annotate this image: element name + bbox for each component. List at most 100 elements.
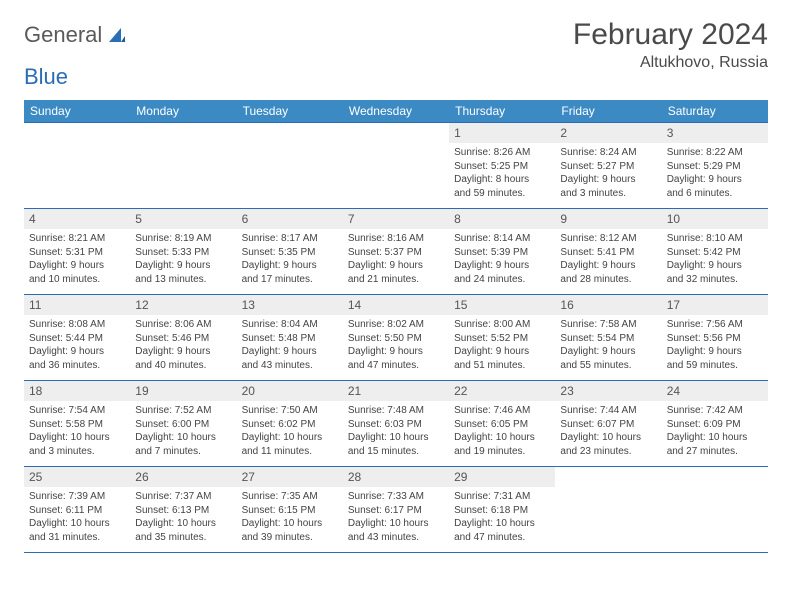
day-number: 9 — [555, 209, 661, 229]
day-details: Sunrise: 7:46 AMSunset: 6:05 PMDaylight:… — [449, 401, 555, 466]
day-details: Sunrise: 7:58 AMSunset: 5:54 PMDaylight:… — [555, 315, 661, 380]
sunset-text: Sunset: 6:05 PM — [454, 418, 550, 432]
sunrise-text: Sunrise: 7:50 AM — [242, 404, 338, 418]
sunrise-text: Sunrise: 8:22 AM — [667, 146, 763, 160]
day-number: 11 — [24, 295, 130, 315]
sunrise-text: Sunrise: 7:31 AM — [454, 490, 550, 504]
daylight-text: and 35 minutes. — [135, 531, 231, 545]
day-number: 13 — [237, 295, 343, 315]
daylight-text: and 43 minutes. — [348, 531, 444, 545]
day-number: 27 — [237, 467, 343, 487]
day-details: Sunrise: 7:52 AMSunset: 6:00 PMDaylight:… — [130, 401, 236, 466]
day-cell: 28Sunrise: 7:33 AMSunset: 6:17 PMDayligh… — [343, 467, 449, 553]
day-cell: 20Sunrise: 7:50 AMSunset: 6:02 PMDayligh… — [237, 381, 343, 467]
day-details: Sunrise: 8:06 AMSunset: 5:46 PMDaylight:… — [130, 315, 236, 380]
sunrise-text: Sunrise: 7:56 AM — [667, 318, 763, 332]
week-row: ........1Sunrise: 8:26 AMSunset: 5:25 PM… — [24, 123, 768, 209]
sunset-text: Sunset: 5:42 PM — [667, 246, 763, 260]
sunrise-text: Sunrise: 8:17 AM — [242, 232, 338, 246]
week-row: 4Sunrise: 8:21 AMSunset: 5:31 PMDaylight… — [24, 209, 768, 295]
day-number: 8 — [449, 209, 555, 229]
daylight-text: and 7 minutes. — [135, 445, 231, 459]
day-header-row: Sunday Monday Tuesday Wednesday Thursday… — [24, 100, 768, 123]
sunset-text: Sunset: 5:46 PM — [135, 332, 231, 346]
sunrise-text: Sunrise: 7:39 AM — [29, 490, 125, 504]
day-cell: 11Sunrise: 8:08 AMSunset: 5:44 PMDayligh… — [24, 295, 130, 381]
day-number: 29 — [449, 467, 555, 487]
day-details: Sunrise: 7:48 AMSunset: 6:03 PMDaylight:… — [343, 401, 449, 466]
day-details: Sunrise: 7:50 AMSunset: 6:02 PMDaylight:… — [237, 401, 343, 466]
day-cell: 6Sunrise: 8:17 AMSunset: 5:35 PMDaylight… — [237, 209, 343, 295]
daylight-text: and 36 minutes. — [29, 359, 125, 373]
daylight-text: and 39 minutes. — [242, 531, 338, 545]
sunset-text: Sunset: 6:03 PM — [348, 418, 444, 432]
dayhead-fri: Friday — [555, 100, 661, 123]
day-cell: 4Sunrise: 8:21 AMSunset: 5:31 PMDaylight… — [24, 209, 130, 295]
day-cell: 8Sunrise: 8:14 AMSunset: 5:39 PMDaylight… — [449, 209, 555, 295]
sunset-text: Sunset: 5:37 PM — [348, 246, 444, 260]
brand-word2: Blue — [24, 64, 68, 90]
day-number: 6 — [237, 209, 343, 229]
daylight-text: Daylight: 9 hours — [560, 173, 656, 187]
sunrise-text: Sunrise: 7:58 AM — [560, 318, 656, 332]
week-row: 11Sunrise: 8:08 AMSunset: 5:44 PMDayligh… — [24, 295, 768, 381]
sunset-text: Sunset: 5:52 PM — [454, 332, 550, 346]
sunrise-text: Sunrise: 8:06 AM — [135, 318, 231, 332]
day-cell: 24Sunrise: 7:42 AMSunset: 6:09 PMDayligh… — [662, 381, 768, 467]
sunset-text: Sunset: 5:56 PM — [667, 332, 763, 346]
sunrise-text: Sunrise: 7:48 AM — [348, 404, 444, 418]
daylight-text: Daylight: 9 hours — [454, 345, 550, 359]
day-number: 21 — [343, 381, 449, 401]
day-cell: 19Sunrise: 7:52 AMSunset: 6:00 PMDayligh… — [130, 381, 236, 467]
daylight-text: and 59 minutes. — [667, 359, 763, 373]
day-cell: 13Sunrise: 8:04 AMSunset: 5:48 PMDayligh… — [237, 295, 343, 381]
day-number: 14 — [343, 295, 449, 315]
sunrise-text: Sunrise: 7:33 AM — [348, 490, 444, 504]
day-details: Sunrise: 8:12 AMSunset: 5:41 PMDaylight:… — [555, 229, 661, 294]
day-number: 25 — [24, 467, 130, 487]
daylight-text: Daylight: 9 hours — [454, 259, 550, 273]
sunrise-text: Sunrise: 7:37 AM — [135, 490, 231, 504]
sunset-text: Sunset: 5:41 PM — [560, 246, 656, 260]
dayhead-wed: Wednesday — [343, 100, 449, 123]
daylight-text: Daylight: 8 hours — [454, 173, 550, 187]
sunrise-text: Sunrise: 8:24 AM — [560, 146, 656, 160]
daylight-text: Daylight: 10 hours — [348, 431, 444, 445]
day-number: 22 — [449, 381, 555, 401]
sunset-text: Sunset: 6:00 PM — [135, 418, 231, 432]
daylight-text: Daylight: 9 hours — [667, 259, 763, 273]
day-details: Sunrise: 8:19 AMSunset: 5:33 PMDaylight:… — [130, 229, 236, 294]
sunrise-text: Sunrise: 8:02 AM — [348, 318, 444, 332]
sunrise-text: Sunrise: 7:44 AM — [560, 404, 656, 418]
sunrise-text: Sunrise: 8:19 AM — [135, 232, 231, 246]
day-cell: 26Sunrise: 7:37 AMSunset: 6:13 PMDayligh… — [130, 467, 236, 553]
sunset-text: Sunset: 5:27 PM — [560, 160, 656, 174]
sunset-text: Sunset: 6:15 PM — [242, 504, 338, 518]
day-details: Sunrise: 7:31 AMSunset: 6:18 PMDaylight:… — [449, 487, 555, 552]
sunset-text: Sunset: 6:13 PM — [135, 504, 231, 518]
day-number: 26 — [130, 467, 236, 487]
daylight-text: Daylight: 9 hours — [135, 345, 231, 359]
sunset-text: Sunset: 5:25 PM — [454, 160, 550, 174]
day-cell: .. — [24, 123, 130, 209]
sunrise-text: Sunrise: 8:16 AM — [348, 232, 444, 246]
day-details: Sunrise: 7:56 AMSunset: 5:56 PMDaylight:… — [662, 315, 768, 380]
sunrise-text: Sunrise: 8:08 AM — [29, 318, 125, 332]
daylight-text: and 51 minutes. — [454, 359, 550, 373]
sunrise-text: Sunrise: 8:26 AM — [454, 146, 550, 160]
day-cell: 29Sunrise: 7:31 AMSunset: 6:18 PMDayligh… — [449, 467, 555, 553]
dayhead-mon: Monday — [130, 100, 236, 123]
day-cell: 23Sunrise: 7:44 AMSunset: 6:07 PMDayligh… — [555, 381, 661, 467]
day-cell: .. — [343, 123, 449, 209]
day-number: 15 — [449, 295, 555, 315]
day-cell: 3Sunrise: 8:22 AMSunset: 5:29 PMDaylight… — [662, 123, 768, 209]
sunset-text: Sunset: 6:11 PM — [29, 504, 125, 518]
day-number: 4 — [24, 209, 130, 229]
brand-logo: General — [24, 18, 129, 48]
daylight-text: and 6 minutes. — [667, 187, 763, 201]
sunset-text: Sunset: 5:31 PM — [29, 246, 125, 260]
dayhead-sat: Saturday — [662, 100, 768, 123]
daylight-text: Daylight: 9 hours — [348, 345, 444, 359]
daylight-text: and 59 minutes. — [454, 187, 550, 201]
sunrise-text: Sunrise: 7:42 AM — [667, 404, 763, 418]
